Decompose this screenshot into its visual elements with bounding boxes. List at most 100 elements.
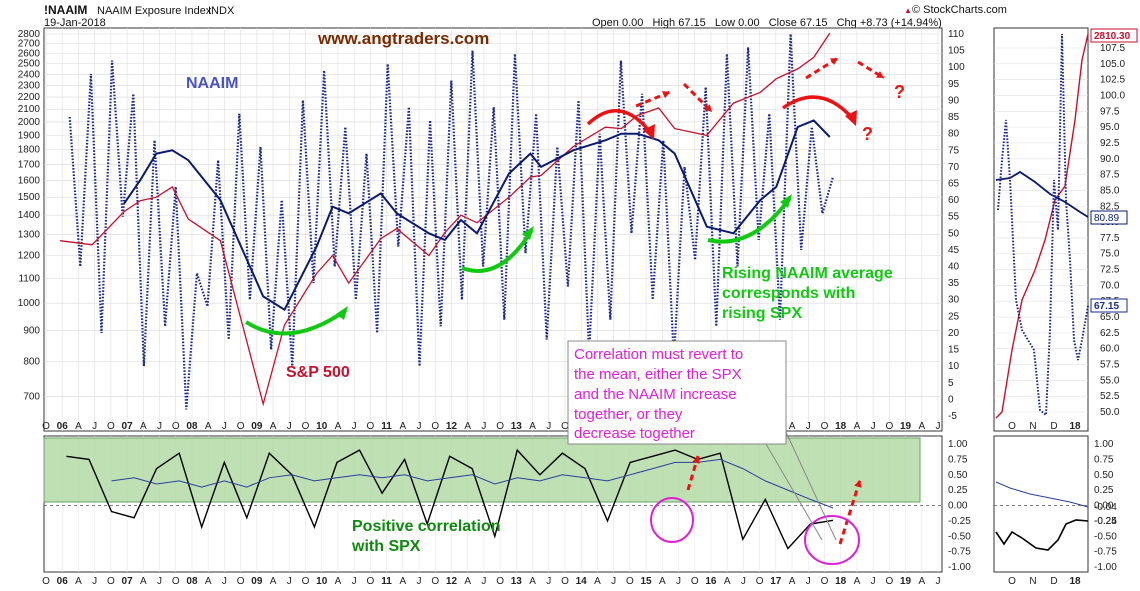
zoom-corr-axis-tick: -1.00 bbox=[1094, 562, 1117, 573]
magenta-highlight-circle bbox=[650, 497, 694, 543]
zoom-corr-line bbox=[995, 519, 1089, 551]
naaim-last-value: 67.15 bbox=[1094, 301, 1119, 312]
green-arrowhead-icon bbox=[780, 194, 792, 208]
corr-axis-tick: -0.75 bbox=[948, 547, 971, 558]
positive-note-line-1: Positive correlation bbox=[352, 518, 501, 535]
x-tick-label: 15 bbox=[641, 576, 653, 587]
zoom-correlation-frame bbox=[993, 435, 1089, 573]
zoom-corr-axis-tick: -0.50 bbox=[1094, 531, 1117, 542]
x-tick-label: A bbox=[854, 576, 861, 587]
left-axis-tick: 1900 bbox=[18, 130, 41, 141]
zoom-right-tick: 65.0 bbox=[1100, 312, 1120, 323]
left-axis-tick: 2100 bbox=[18, 104, 41, 115]
rising-note-line-3: rising SPX bbox=[722, 305, 802, 322]
x-tick-label: A bbox=[75, 421, 82, 432]
right-axis-tick: 70 bbox=[948, 162, 960, 173]
zoom-corr-axis-tick: 0.00 bbox=[1094, 501, 1114, 512]
zoom-right-tick: 55.0 bbox=[1100, 375, 1120, 386]
right-axis-tick: 110 bbox=[948, 29, 964, 40]
question-mark-1: ? bbox=[894, 82, 905, 102]
zoom-corr-axis-tick: 0.25 bbox=[1094, 485, 1114, 496]
left-axis-tick: 2000 bbox=[18, 117, 41, 128]
zoom-corr-axis-tick: -0.75 bbox=[1094, 547, 1117, 558]
revert-note-box bbox=[567, 340, 787, 445]
left-axis-tick: 2400 bbox=[18, 69, 41, 80]
x-tick-label: A bbox=[399, 421, 406, 432]
x-tick-label: J bbox=[546, 576, 551, 587]
x-tick-label: A bbox=[789, 576, 796, 587]
zoom-right-tick: 87.5 bbox=[1100, 170, 1120, 181]
x-tick-label: A bbox=[270, 576, 277, 587]
x-tick-label: O bbox=[42, 421, 50, 432]
x-tick-label: 09 bbox=[251, 576, 263, 587]
x-tick-label: A bbox=[335, 421, 342, 432]
left-axis-tick: 1500 bbox=[18, 192, 41, 203]
x-tick-label: J bbox=[157, 576, 162, 587]
right-axis-tick: 50 bbox=[948, 228, 960, 239]
x-tick-label: A bbox=[529, 576, 536, 587]
x-tick-label: 11 bbox=[381, 576, 392, 587]
zoom-right-tick: 60.0 bbox=[1100, 344, 1120, 355]
x-tick-label: J bbox=[92, 421, 97, 432]
zoom-x-tick: D bbox=[1050, 421, 1057, 432]
green-trend-arrow bbox=[461, 228, 534, 273]
x-tick-label: O bbox=[496, 576, 504, 587]
naaim-avg-last-badge bbox=[1090, 210, 1128, 225]
naaim-average-line bbox=[123, 119, 831, 312]
x-tick-label: A bbox=[140, 421, 147, 432]
zoom-naaim-average-line bbox=[995, 170, 1089, 218]
x-tick-label: O bbox=[561, 421, 569, 432]
zoom-right-tick: 70.0 bbox=[1100, 280, 1120, 291]
right-axis-tick: 65 bbox=[948, 178, 960, 189]
x-tick-label: 19 bbox=[900, 576, 912, 587]
left-axis-tick: 2600 bbox=[18, 48, 41, 59]
left-axis-tick: 2200 bbox=[18, 92, 41, 103]
x-tick-label: A bbox=[464, 421, 471, 432]
x-tick-label: O bbox=[561, 576, 569, 587]
zoom-right-tick: 82.5 bbox=[1100, 201, 1120, 212]
zoom-sp500-line bbox=[995, 33, 1089, 419]
right-axis-tick: 15 bbox=[948, 345, 960, 356]
x-tick-label: O bbox=[626, 576, 634, 587]
x-tick-label: 07 bbox=[122, 421, 134, 432]
x-tick-label: O bbox=[885, 421, 893, 432]
x-tick-label: J bbox=[417, 576, 422, 587]
right-axis-tick: 60 bbox=[948, 195, 960, 206]
corr-axis-tick: -0.25 bbox=[948, 516, 971, 527]
red-arrowhead-icon bbox=[830, 58, 838, 65]
zoom-x-tick: 18 bbox=[1069, 421, 1081, 432]
x-tick-label: J bbox=[287, 421, 292, 432]
revert-note-line-3: and the NAAIM increase bbox=[574, 386, 737, 403]
right-axis-tick: 35 bbox=[948, 278, 960, 289]
revert-note-line-2: the mean, either the SPX bbox=[574, 366, 742, 383]
sp500-last-value: 2810.30 bbox=[1094, 31, 1131, 42]
annotation-shapes bbox=[244, 56, 885, 565]
x-tick-label: 12 bbox=[446, 421, 458, 432]
callout-pointer bbox=[765, 443, 823, 541]
red-arrowhead-icon bbox=[704, 104, 712, 112]
zoom-right-tick: 100.0 bbox=[1100, 90, 1125, 101]
left-axis-tick: 700 bbox=[23, 391, 40, 402]
series-lines bbox=[59, 32, 835, 550]
question-mark-2: ? bbox=[862, 124, 873, 144]
zoom-right-tick: 102.5 bbox=[1100, 75, 1125, 86]
right-axis-tick: -5 bbox=[948, 411, 957, 422]
right-axis-tick: 0 bbox=[948, 394, 954, 405]
zoom-right-tick: 57.5 bbox=[1100, 360, 1120, 371]
x-tick-label: J bbox=[481, 576, 486, 587]
left-axis-tick: 1400 bbox=[18, 210, 41, 221]
right-axis-tick: 40 bbox=[948, 262, 960, 273]
x-tick-label: O bbox=[431, 576, 439, 587]
left-axis-tick: 800 bbox=[23, 357, 40, 368]
red-dashed-arrow bbox=[686, 455, 700, 491]
x-tick-label: 19 bbox=[900, 421, 912, 432]
zoom-right-tick: 92.5 bbox=[1100, 138, 1120, 149]
left-axis-tick: 1100 bbox=[18, 273, 40, 284]
x-tick-label: O bbox=[302, 421, 310, 432]
zoom-x-tick: O bbox=[1008, 421, 1016, 432]
x-tick-label: A bbox=[399, 576, 406, 587]
zoom-x-tick: N bbox=[1029, 576, 1036, 587]
x-tick-label: 11 bbox=[381, 421, 392, 432]
zoom-corr-axis-tick: -0.25 bbox=[1094, 516, 1117, 527]
ohlc-readout: Open 0.00 High 67.15 Low 0.00 Close 67.1… bbox=[592, 17, 942, 29]
